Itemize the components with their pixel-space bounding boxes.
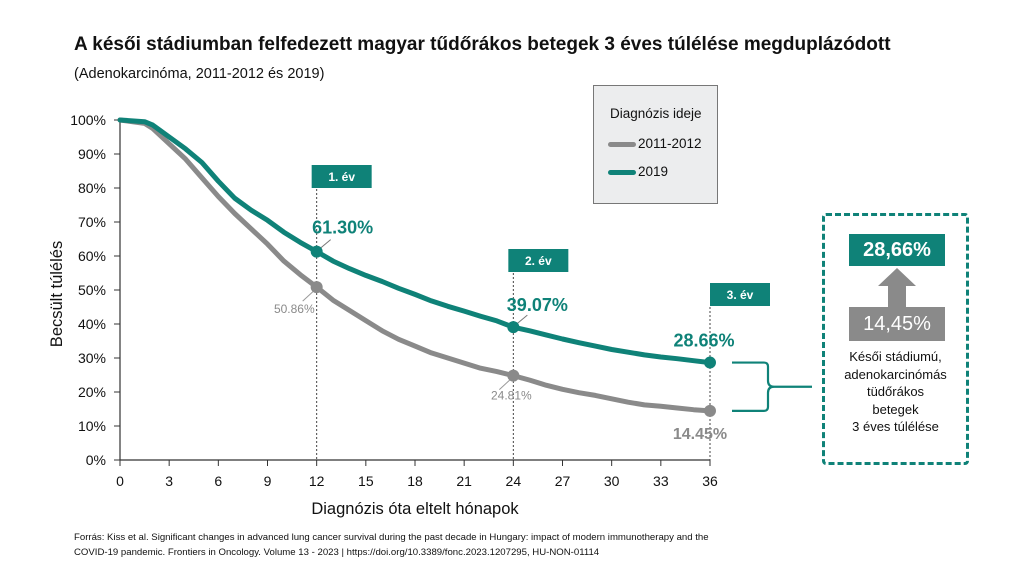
legend-item-2011-2012: 2011-2012 <box>608 136 702 151</box>
data-point-2011-2012 <box>507 369 520 382</box>
data-point-2019 <box>704 356 716 369</box>
x-tick-label: 3 <box>165 473 173 489</box>
year-marker-label: 2. év <box>525 254 552 268</box>
data-point-2019 <box>507 321 520 334</box>
data-label-2011-2012: 50.86% <box>274 302 315 316</box>
x-tick-label: 18 <box>407 473 423 489</box>
data-label-2019: 61.30% <box>312 218 373 238</box>
data-point-2011-2012 <box>310 281 323 294</box>
y-tick-label: 30% <box>78 350 106 366</box>
legend-label: 2019 <box>638 164 669 179</box>
y-tick-label: 20% <box>78 384 106 400</box>
year-marker-box <box>710 283 770 306</box>
x-tick-label: 27 <box>555 473 571 489</box>
y-tick-label: 100% <box>70 112 106 128</box>
y-axis-title: Becsült túlélés <box>48 241 66 347</box>
y-tick-label: 50% <box>78 282 106 298</box>
footer-line: COVID-19 pandemic. Frontiers in Oncology… <box>74 547 600 558</box>
x-tick-label: 21 <box>456 473 472 489</box>
footer-line: Forrás: Kiss et al. Significant changes … <box>74 532 709 543</box>
x-tick-label: 9 <box>264 473 272 489</box>
x-tick-label: 33 <box>653 473 669 489</box>
chart-title: A késői stádiumban felfedezett magyar tű… <box>74 34 891 55</box>
x-tick-label: 15 <box>358 473 374 489</box>
bracket-connector <box>732 361 812 412</box>
year-marker-box <box>508 249 569 272</box>
x-tick-label: 12 <box>309 473 325 489</box>
data-point-2011-2012 <box>704 404 716 417</box>
y-tick-label: 70% <box>78 214 106 230</box>
x-tick-label: 36 <box>702 473 718 489</box>
summary-2019-value: 28,66% <box>849 234 945 266</box>
legend-label: 2011-2012 <box>638 136 702 151</box>
summary-2011-value: 14,45% <box>849 307 945 341</box>
summary-panel: 28,66% 14,45% Késői stádiumú, adenokarci… <box>822 213 969 465</box>
x-tick-label: 6 <box>214 473 222 489</box>
caption-line: betegek <box>872 401 919 417</box>
data-label-2019: 28.66% <box>673 331 734 351</box>
legend-item-2019: 2019 <box>608 164 668 179</box>
x-tick-label: 24 <box>506 473 522 489</box>
x-axis-title: Diagnózis óta eltelt hónapok <box>311 500 519 518</box>
caption-line: 3 éves túlélése <box>852 419 939 434</box>
y-tick-label: 0% <box>86 452 106 468</box>
y-tick-label: 90% <box>78 146 106 162</box>
y-tick-label: 10% <box>78 418 106 434</box>
summary-caption: Késői stádiumú, adenokarcinómás tüdőráko… <box>825 348 966 436</box>
chart-subtitle: (Adenokarcinóma, 2011-2012 és 2019) <box>74 66 325 82</box>
data-point-2019 <box>310 245 323 258</box>
up-arrow-icon <box>878 268 916 307</box>
data-label-2011-2012: 14.45% <box>673 426 727 443</box>
y-tick-label: 80% <box>78 180 106 196</box>
year-marker-label: 1. év <box>328 170 355 184</box>
series-line-2011-2012 <box>117 117 713 414</box>
year-marker-box <box>311 165 372 188</box>
x-tick-label: 30 <box>604 473 620 489</box>
data-label-2019: 39.07% <box>507 295 568 315</box>
y-tick-label: 40% <box>78 316 106 332</box>
x-tick-label: 0 <box>116 473 124 489</box>
caption-line: tüdőrákos <box>866 384 925 399</box>
y-tick-label: 60% <box>78 248 106 264</box>
caption-line: adenokarcinómás <box>844 366 947 382</box>
legend: Diagnózis ideje 2011-2012 2019 <box>593 85 718 204</box>
legend-swatch-teal <box>608 169 636 175</box>
data-label-2011-2012: 24.81% <box>491 389 532 403</box>
series-line-2019 <box>117 117 713 366</box>
source-footer: Forrás: Kiss et al. Significant changes … <box>74 530 709 560</box>
caption-line: Késői stádiumú, <box>849 349 942 364</box>
legend-title: Diagnózis ideje <box>610 106 702 121</box>
year-marker-label: 3. év <box>727 288 754 302</box>
legend-swatch-gray <box>608 141 636 147</box>
